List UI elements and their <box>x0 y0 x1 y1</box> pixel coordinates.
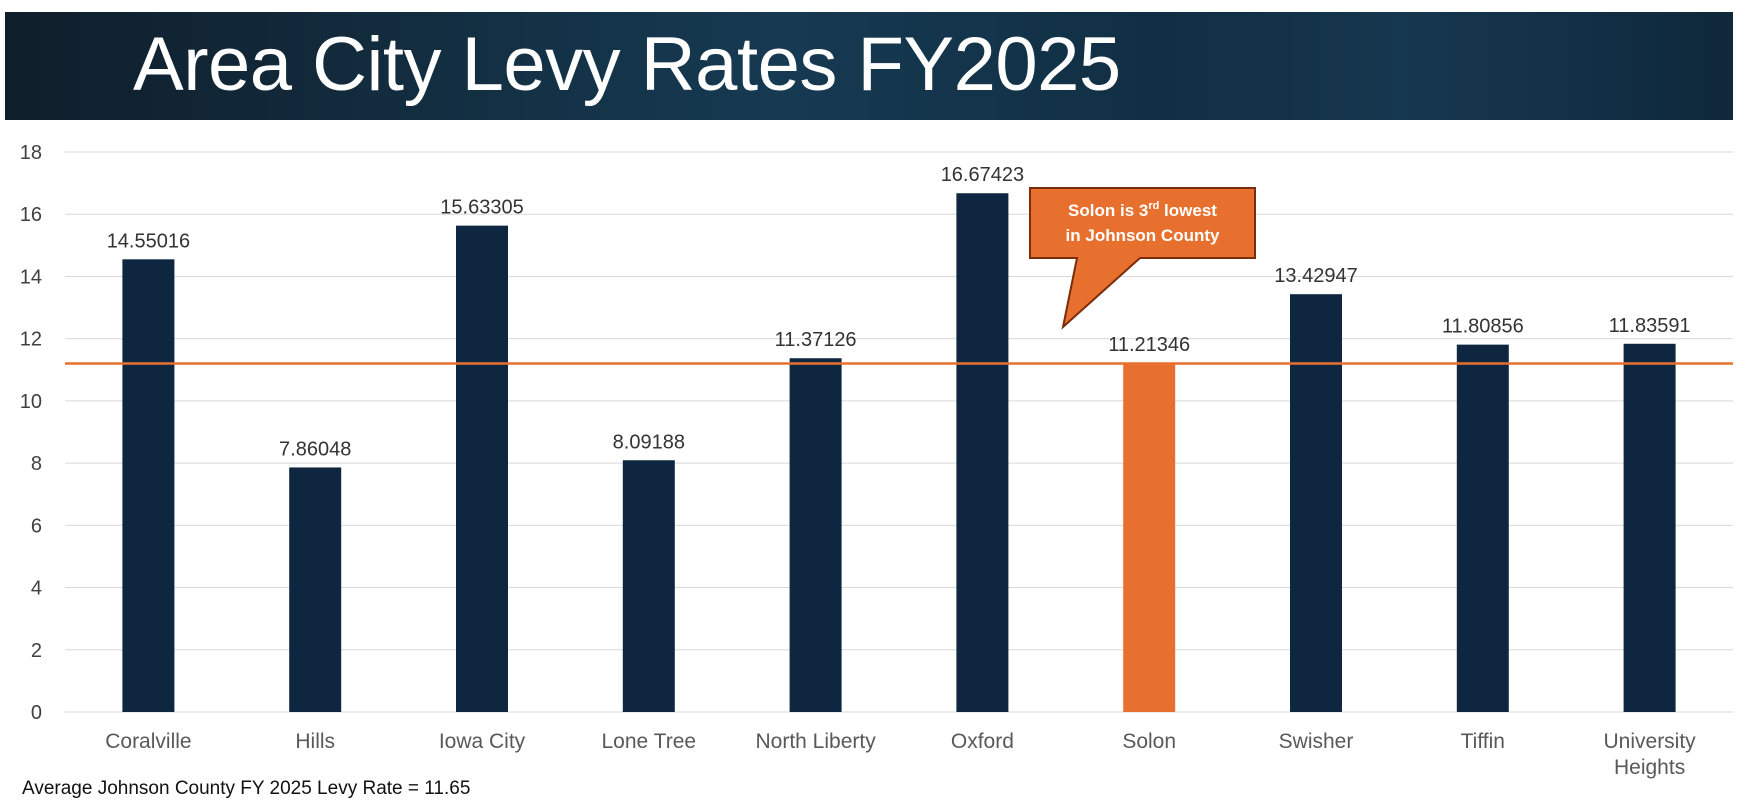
y-tick-label: 12 <box>20 329 42 351</box>
y-tick-label: 2 <box>31 640 42 662</box>
page-title: Area City Levy Rates FY2025 <box>133 22 1121 107</box>
callout-box <box>1029 187 1256 330</box>
y-tick-label: 10 <box>20 391 42 413</box>
bar-tiffin <box>1456 344 1509 712</box>
bar-oxford <box>956 193 1009 712</box>
bar-solon <box>1123 363 1176 712</box>
data-label: 11.83591 <box>1609 315 1691 337</box>
y-tick-label: 0 <box>31 702 42 724</box>
x-tick-label: University <box>1604 730 1697 753</box>
y-tick-label: 16 <box>20 204 42 226</box>
y-tick-label: 18 <box>20 142 42 164</box>
bar-chart: 0 2 4 6 8 10 12 14 16 18 14.55016 Coralville 7.86048… <box>20 142 1733 779</box>
x-tick-label: Coralville <box>105 730 191 753</box>
x-tick-label: Tiffin <box>1461 730 1505 753</box>
data-label: 11.21346 <box>1108 334 1190 356</box>
bar-iowa-city <box>456 225 508 713</box>
bar-swisher <box>1290 294 1342 712</box>
y-tick-label: 8 <box>31 453 42 475</box>
bar-coralville <box>122 259 175 712</box>
data-label: 15.63305 <box>440 197 523 219</box>
data-label: 7.86048 <box>279 438 351 460</box>
y-tick-label: 4 <box>31 578 42 600</box>
data-label: 16.67423 <box>941 164 1024 186</box>
x-tick-label: Lone Tree <box>602 730 697 753</box>
title-banner: Area City Levy Rates FY2025 <box>5 12 1733 120</box>
callout-text-line1: Solon is 3rd lowest <box>1068 200 1217 220</box>
bar-university-heights <box>1623 343 1676 712</box>
bar-lone-tree <box>622 460 675 712</box>
x-tick-label: Iowa City <box>439 730 526 753</box>
banner-decoration <box>1155 12 1733 120</box>
data-label: 8.09188 <box>613 431 685 453</box>
y-tick-label: 6 <box>31 515 42 537</box>
x-tick-label: Hills <box>295 730 335 753</box>
callout-text-line2: in Johnson County <box>1066 226 1220 245</box>
average-levy-footnote: Average Johnson County FY 2025 Levy Rate… <box>22 778 471 799</box>
bar-north-liberty <box>789 358 842 712</box>
x-tick-label: Oxford <box>951 730 1014 753</box>
data-label: 11.80856 <box>1442 316 1524 338</box>
x-tick-label: Swisher <box>1279 730 1354 753</box>
y-tick-label: 14 <box>20 266 42 288</box>
data-label: 11.37126 <box>775 329 857 351</box>
x-tick-label: Heights <box>1614 756 1685 779</box>
x-tick-label: Solon <box>1122 730 1176 753</box>
bar-hills <box>289 467 342 712</box>
data-label: 13.42947 <box>1274 265 1357 287</box>
x-tick-label: North Liberty <box>755 730 876 753</box>
data-label: 14.55016 <box>107 230 190 252</box>
